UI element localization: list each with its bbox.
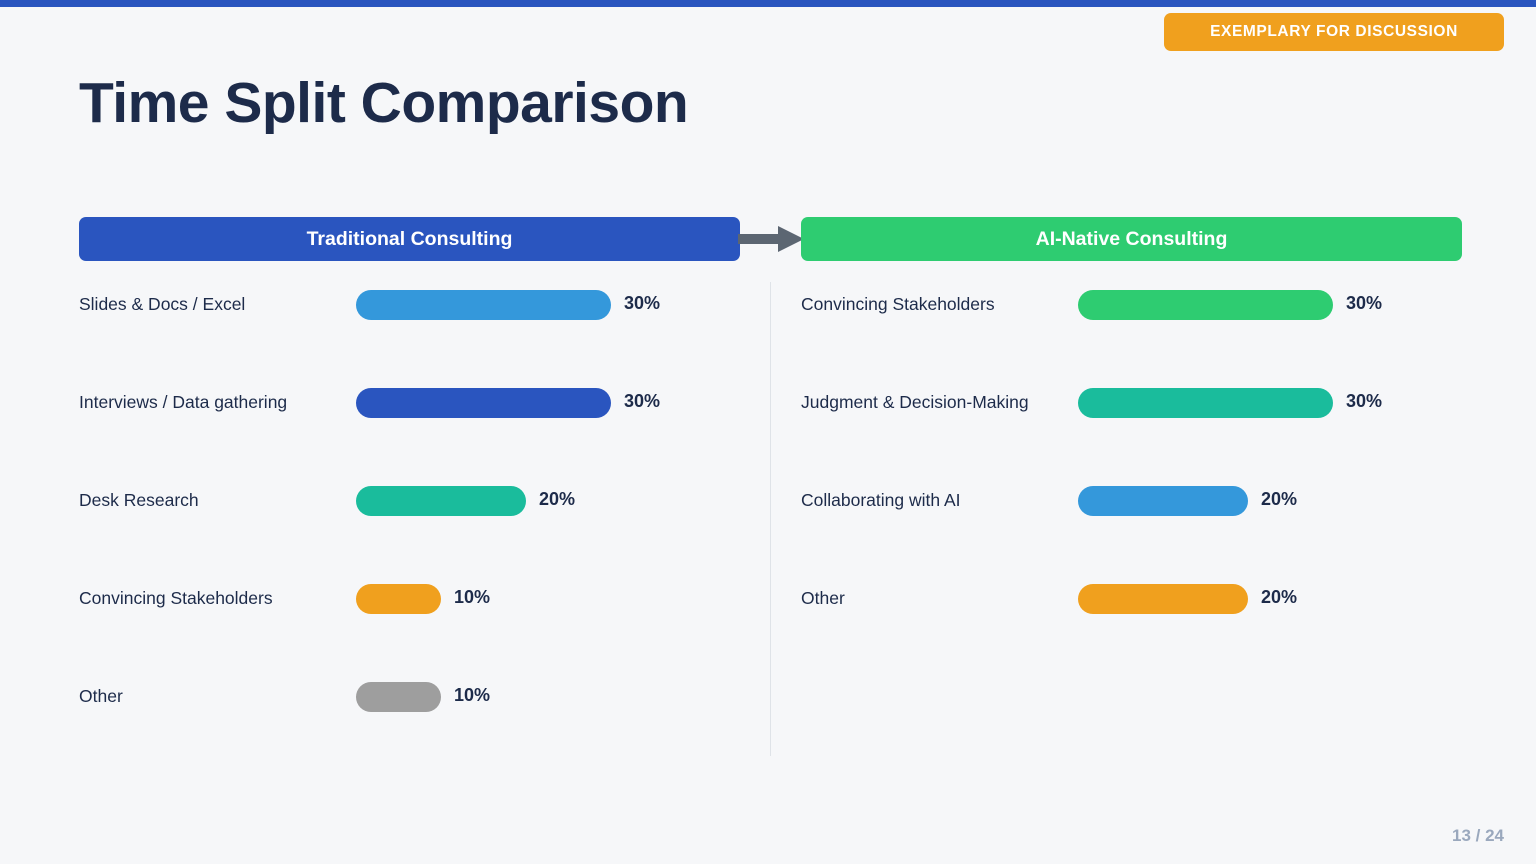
- column-header-ai-native-label: AI-Native Consulting: [1035, 227, 1228, 250]
- bar-track: [356, 290, 611, 320]
- bar-row: Slides & Docs / Excel 30%: [79, 282, 779, 380]
- column-divider: [770, 282, 771, 756]
- ai-native-consulting-column: Convincing Stakeholders 30% Judgment & Dec…: [801, 282, 1501, 674]
- bar-track: [1078, 584, 1248, 614]
- arrow-right-icon: [738, 225, 804, 253]
- top-accent-bar: [0, 0, 1536, 7]
- bar-fill: [1078, 486, 1248, 516]
- column-header-traditional-label: Traditional Consulting: [306, 227, 513, 250]
- bar-fill: [1078, 584, 1248, 614]
- bar-row: Other 10%: [79, 674, 779, 772]
- bar-track: [1078, 388, 1333, 418]
- bar-track: [1078, 290, 1333, 320]
- bar-row-label: Convincing Stakeholders: [801, 294, 995, 314]
- bar-fill: [356, 682, 441, 712]
- bar-value-label: 20%: [539, 489, 576, 509]
- bar-track: [356, 388, 611, 418]
- bar-row-label: Desk Research: [79, 490, 199, 510]
- column-header-ai-native: AI-Native Consulting: [801, 217, 1462, 261]
- bar-row: Collaborating with AI 20%: [801, 478, 1501, 576]
- bar-value-label: 30%: [624, 293, 661, 313]
- bar-row-label: Other: [801, 588, 845, 608]
- bar-value-label: 30%: [1346, 293, 1383, 313]
- bar-row-label: Slides & Docs / Excel: [79, 294, 246, 314]
- bar-row-label: Judgment & Decision-Making: [801, 392, 1029, 412]
- status-badge: EXEMPLARY FOR DISCUSSION: [1164, 13, 1504, 51]
- bar-row-label: Convincing Stakeholders: [79, 588, 273, 608]
- bar-value-label: 30%: [624, 391, 661, 411]
- bar-row-label: Interviews / Data gathering: [79, 392, 288, 412]
- bar-fill: [1078, 290, 1333, 320]
- bar-value-label: 20%: [1261, 489, 1298, 509]
- bar-fill: [1078, 388, 1333, 418]
- bar-track: [1078, 486, 1248, 516]
- bar-row-label: Other: [79, 686, 123, 706]
- bar-fill: [356, 388, 611, 418]
- bar-fill: [356, 290, 611, 320]
- bar-row: Judgment & Decision-Making 30%: [801, 380, 1501, 478]
- bar-value-label: 30%: [1346, 391, 1383, 411]
- page-title: Time Split Comparison: [79, 71, 689, 135]
- bar-row: Other 20%: [801, 576, 1501, 674]
- traditional-consulting-column: Slides & Docs / Excel 30% Interviews / Dat…: [79, 282, 779, 772]
- bar-value-label: 20%: [1261, 587, 1298, 607]
- bar-track: [356, 486, 526, 516]
- bar-fill: [356, 486, 526, 516]
- bar-row: Convincing Stakeholders 10%: [79, 576, 779, 674]
- bar-value-label: 10%: [454, 587, 491, 607]
- bar-row: Convincing Stakeholders 30%: [801, 282, 1501, 380]
- bar-row: Interviews / Data gathering 30%: [79, 380, 779, 478]
- bar-track: [356, 682, 441, 712]
- bar-value-label: 10%: [454, 685, 491, 705]
- bar-row: Desk Research 20%: [79, 478, 779, 576]
- bar-fill: [356, 584, 441, 614]
- bar-row-label: Collaborating with AI: [801, 490, 961, 510]
- bar-track: [356, 584, 441, 614]
- column-header-traditional: Traditional Consulting: [79, 217, 740, 261]
- page-number: 13 / 24: [1452, 826, 1504, 845]
